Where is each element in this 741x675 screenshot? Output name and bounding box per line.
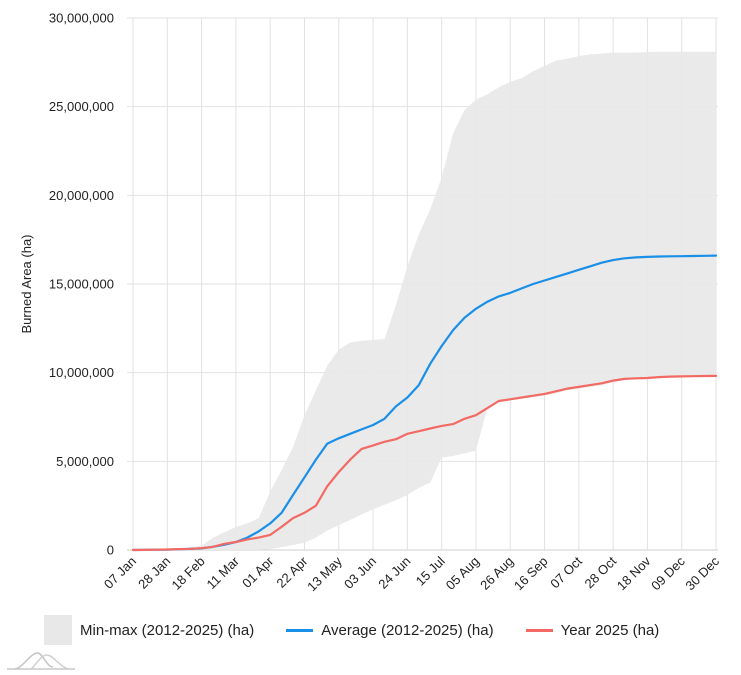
x-tick-label: 07 Jan: [101, 554, 139, 592]
x-tick-label: 07 Oct: [547, 553, 585, 591]
legend-swatch-area: [44, 615, 72, 645]
x-tick-label: 16 Sep: [511, 554, 551, 594]
legend-label: Year 2025 (ha): [560, 621, 660, 639]
series-layer: [131, 254, 718, 552]
x-tick-label: 05 Aug: [443, 554, 482, 593]
y-tick-label: 10,000,000: [49, 365, 114, 380]
x-tick-label: 01 Apr: [239, 553, 277, 591]
y-tick-label: 30,000,000: [49, 11, 114, 26]
x-tick-label: 28 Jan: [135, 554, 173, 592]
y-axis-title: Burned Area (ha): [19, 234, 34, 333]
legend-label: Min-max (2012-2025) (ha): [80, 621, 255, 639]
year-2025-line: [131, 374, 718, 552]
x-tick-label: 15 Jul: [413, 553, 448, 588]
legend-swatch-line: [286, 628, 314, 632]
y-tick-label: 15,000,000: [49, 277, 114, 292]
y-tick-label: 20,000,000: [49, 188, 114, 203]
x-tick-label: 09 Dec: [648, 553, 688, 593]
mountain-wave-logo-icon: [7, 652, 75, 670]
x-tick-label: 03 Jun: [341, 554, 379, 592]
x-tick-label: 28 Oct: [582, 553, 620, 591]
min-max-band-layer: [133, 51, 716, 550]
legend: Min-max (2012-2025) (ha) Average (2012-2…: [44, 615, 691, 645]
x-tick-label: 11 Mar: [203, 553, 242, 592]
y-tick-label: 0: [107, 543, 114, 558]
legend-swatch-line: [525, 628, 553, 632]
legend-item-average[interactable]: Average (2012-2025) (ha): [286, 621, 494, 639]
x-tick-label: 18 Nov: [614, 553, 654, 593]
legend-item-min-max[interactable]: Min-max (2012-2025) (ha): [44, 615, 254, 645]
legend-item-year-2025[interactable]: Year 2025 (ha): [525, 621, 660, 639]
min-max-band: [133, 51, 716, 550]
legend-label: Average (2012-2025) (ha): [321, 621, 494, 639]
y-tick-label: 5,000,000: [56, 454, 114, 469]
y-tick-label: 25,000,000: [49, 99, 114, 114]
x-tick-label: 24 Jun: [375, 554, 413, 592]
x-tick-label: 13 May: [304, 553, 345, 594]
x-tick-label: 26 Aug: [477, 554, 516, 593]
x-tick-label: 18 Feb: [168, 554, 207, 593]
x-tick-label: 30 Dec: [682, 553, 722, 593]
y-axis-ticks: 0 5,000,000 10,000,000 15,000,000 20,000,000…: [49, 11, 114, 558]
